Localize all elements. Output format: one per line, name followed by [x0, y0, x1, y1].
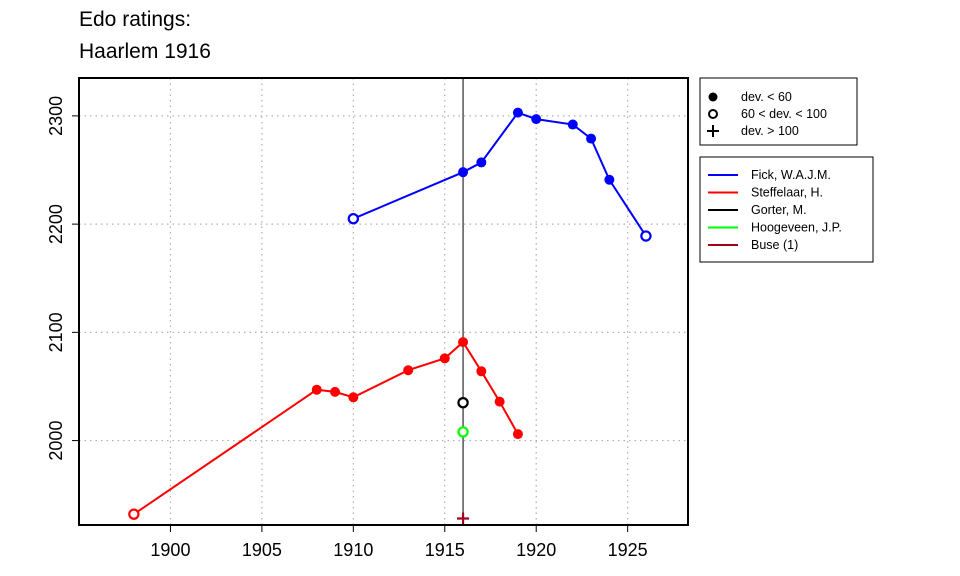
x-tick-label: 1915 — [425, 540, 465, 560]
chart-title-line-2: Haarlem 1916 — [79, 40, 211, 63]
data-point-filled — [567, 119, 578, 130]
legend-label: 60 < dev. < 100 — [741, 107, 827, 121]
data-point-filled — [586, 133, 597, 144]
chart-title-line-1: Edo ratings: — [79, 8, 192, 31]
data-point-filled — [348, 392, 359, 403]
data-point-filled — [494, 396, 505, 407]
series-line — [352, 111, 647, 237]
data-point-plus — [457, 512, 470, 525]
y-tick-label: 2300 — [46, 96, 66, 136]
legend-label: dev. > 100 — [741, 124, 799, 138]
data-point-open — [457, 426, 469, 438]
data-point-filled — [330, 386, 341, 397]
x-tick-label: 1925 — [608, 540, 648, 560]
legend-symbol-open-circle — [708, 109, 718, 119]
legend-series-name: Steffelaar, H. — [751, 186, 823, 200]
y-axis: 2000 2100 2200 2300 — [46, 96, 79, 461]
x-tick-label: 1905 — [242, 540, 282, 560]
legend-series-name: Gorter, M. — [751, 203, 807, 217]
data-point-open — [457, 396, 469, 409]
data-point-open — [128, 508, 140, 520]
x-axis: 1900 1905 1910 1915 1920 1925 — [150, 525, 648, 560]
legend-series-name: Hoogeveen, J.P. — [751, 221, 842, 235]
legend-symbol-plus — [707, 125, 719, 137]
x-tick-label: 1920 — [516, 540, 556, 560]
legend-label: dev. < 60 — [741, 90, 792, 104]
data-point-open — [640, 230, 652, 242]
data-point-filled — [311, 384, 322, 395]
legend-symbol-filled-circle — [708, 92, 718, 102]
y-tick-label: 2100 — [46, 312, 66, 352]
y-tick-label: 2000 — [46, 421, 66, 461]
y-tick-label: 2200 — [46, 204, 66, 244]
legend-series-name: Buse (1) — [751, 238, 798, 252]
data-point-filled — [531, 114, 542, 125]
x-tick-label: 1900 — [150, 540, 190, 560]
legend-series-name: Fick, W.A.J.M. — [751, 168, 831, 182]
series-line — [133, 340, 519, 516]
series-group — [128, 107, 652, 525]
x-tick-label: 1910 — [333, 540, 373, 560]
data-point-filled — [512, 107, 523, 118]
data-point-filled — [512, 429, 523, 440]
data-point-filled — [476, 157, 487, 168]
data-point-filled — [439, 353, 450, 364]
data-point-filled — [458, 337, 469, 348]
marker-legend-box — [699, 77, 858, 146]
data-point-filled — [458, 167, 469, 178]
data-point-filled — [604, 174, 615, 185]
marker-legend: dev. < 60 60 < dev. < 100 dev. > 100 — [699, 77, 858, 146]
data-point-open — [347, 213, 360, 225]
plot-frame — [78, 77, 689, 526]
grid — [79, 78, 688, 525]
data-point-filled — [403, 365, 414, 376]
series-legend: Fick, W.A.J.M. Steffelaar, H. Gorter, M. Ho… — [699, 156, 874, 263]
data-point-filled — [476, 366, 487, 377]
